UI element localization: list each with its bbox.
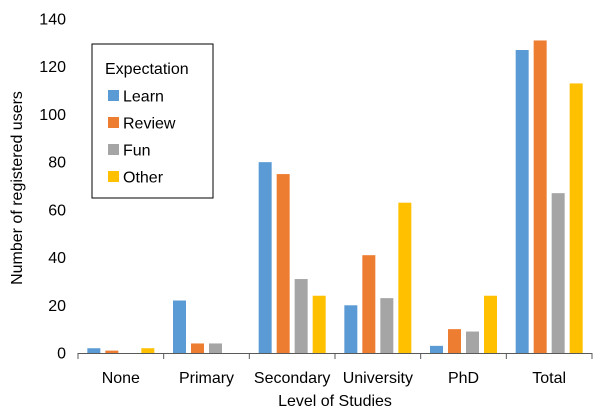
y-tick-label: 60	[48, 202, 66, 219]
legend-swatch-fun	[108, 144, 119, 155]
bar-fun-phd	[466, 331, 479, 353]
x-axis-category-labels: None Primary Secondary University PhD Total	[102, 370, 566, 387]
x-category-label: University	[343, 370, 413, 387]
legend-swatch-learn	[108, 90, 119, 101]
legend-label-fun: Fun	[123, 143, 151, 160]
bar-learn-total	[515, 50, 529, 354]
bar-other-phd	[484, 295, 497, 353]
x-axis-title: Level of Studies	[278, 393, 392, 408]
bars	[87, 40, 583, 354]
y-axis-ticks: 0 20 40 60 80 100 120 140	[39, 12, 66, 363]
x-category-label: PhD	[448, 370, 479, 387]
bar-other-none	[141, 348, 155, 353]
legend-swatch-other	[108, 171, 119, 182]
legend: Expectation Learn Review Fun Other	[91, 43, 214, 199]
x-category-label: Primary	[179, 370, 234, 387]
bar-learn-university	[344, 305, 358, 353]
x-axis-ticks	[77, 353, 593, 359]
bar-other-university	[398, 202, 412, 353]
x-category-label: None	[102, 370, 140, 387]
y-tick-label: 100	[39, 107, 66, 124]
bar-fun-university	[380, 298, 394, 353]
y-tick-label: 0	[57, 346, 66, 363]
legend-items: Learn Review Fun Other	[108, 89, 176, 187]
bar-review-phd	[448, 329, 461, 353]
x-category-label: Total	[532, 370, 566, 387]
bar-fun-secondary	[294, 279, 308, 353]
bar-fun-primary	[209, 343, 222, 353]
bar-review-university	[362, 255, 376, 353]
x-category-label: Secondary	[254, 370, 331, 387]
bar-other-secondary	[312, 295, 326, 353]
bar-review-none	[105, 350, 119, 353]
bar-review-primary	[191, 343, 204, 353]
legend-title: Expectation	[105, 61, 189, 78]
bar-fun-total	[551, 193, 565, 353]
legend-swatch-review	[108, 117, 119, 128]
bar-other-total	[569, 83, 583, 354]
legend-label-review: Review	[123, 116, 176, 133]
y-tick-label: 20	[48, 298, 66, 315]
y-tick-label: 40	[48, 250, 66, 267]
bar-learn-none	[87, 348, 101, 353]
y-tick-label: 80	[48, 155, 66, 172]
y-tick-label: 140	[39, 12, 66, 29]
bar-learn-primary	[173, 300, 186, 353]
legend-label-other: Other	[123, 170, 164, 187]
bar-review-secondary	[276, 174, 290, 353]
bar-review-total	[533, 40, 547, 353]
y-tick-label: 120	[39, 59, 66, 76]
legend-label-learn: Learn	[123, 89, 164, 106]
bar-learn-secondary	[258, 162, 272, 353]
bar-learn-phd	[430, 345, 443, 353]
y-axis-title: Number of registered users	[9, 91, 26, 285]
